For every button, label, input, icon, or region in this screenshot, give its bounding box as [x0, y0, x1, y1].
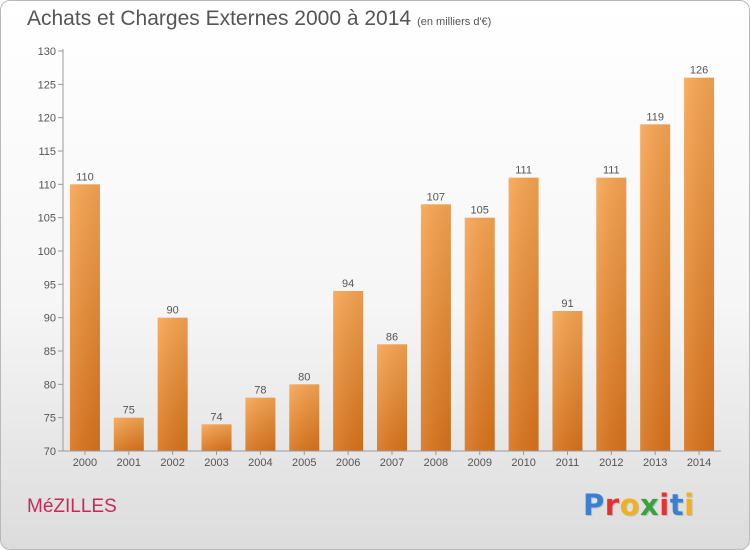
x-tick-label-2008: 2008 — [424, 457, 448, 469]
y-tick-label-115: 115 — [38, 146, 56, 158]
data-label-2012: 111 — [603, 165, 620, 177]
x-tick-label-2009: 2009 — [467, 457, 491, 469]
bar-shade-2002 — [157, 317, 188, 451]
y-tick-label-110: 110 — [38, 179, 56, 191]
x-tick-label-2006: 2006 — [336, 457, 360, 469]
bar-shade-2006 — [333, 291, 364, 451]
data-label-2003: 74 — [210, 411, 222, 423]
data-label-2010: 111 — [515, 165, 532, 177]
bar-shade-2000 — [69, 184, 100, 452]
x-tick-label-2011: 2011 — [556, 457, 580, 469]
proxiti-logo: Proxiti — [583, 488, 695, 522]
x-tick-label-2003: 2003 — [204, 457, 228, 469]
bar-shade-2009 — [464, 217, 495, 451]
y-tick-label-95: 95 — [44, 279, 56, 291]
x-tick-label-2014: 2014 — [687, 457, 711, 469]
axes-group: 70 75 80 85 90 95 100 105 110 115 120 125 130 2000 200… — [38, 46, 721, 469]
y-tick-label-90: 90 — [44, 313, 56, 325]
y-tick-label-100: 100 — [38, 246, 56, 258]
x-tick-label-2013: 2013 — [643, 457, 667, 469]
data-label-2001: 75 — [123, 405, 135, 417]
x-tick-label-2010: 2010 — [511, 457, 535, 469]
chart-subtitle: (en milliers d'€) — [417, 16, 492, 28]
bar-shade-2010 — [508, 177, 539, 451]
x-tick-label-2000: 2000 — [73, 457, 97, 469]
y-tick-label-120: 120 — [38, 113, 56, 125]
bar-shade-2007 — [377, 344, 407, 451]
x-tick-label-2007: 2007 — [380, 457, 404, 469]
bar-shade-2014 — [684, 77, 715, 452]
data-label-2014: 126 — [690, 65, 708, 77]
bar-shade-2005 — [289, 384, 320, 451]
x-tick-label-2012: 2012 — [599, 457, 623, 469]
y-tick-label-70: 70 — [44, 446, 56, 458]
bar-shade-2004 — [245, 397, 276, 451]
bar-shade-2001 — [113, 417, 144, 451]
bar-shade-2012 — [596, 177, 627, 451]
data-label-2004: 78 — [254, 385, 266, 397]
y-tick-label-80: 80 — [44, 379, 56, 391]
bar-shade-2011 — [552, 311, 583, 451]
data-label-2005: 80 — [298, 371, 310, 383]
y-tick-label-105: 105 — [38, 213, 56, 225]
data-label-2000: 110 — [76, 171, 94, 183]
chart-title: Achats et Charges Externes 2000 à 2014 (e… — [27, 7, 491, 31]
chart-title-text: Achats et Charges Externes 2000 à 2014 — [27, 7, 412, 30]
data-label-2008: 107 — [427, 191, 445, 203]
bars-group: 110 75 90 74 78 80 94 86 107 105 111 91 111 119 126 — [69, 65, 715, 452]
x-tick-label-2004: 2004 — [248, 457, 272, 469]
data-label-2013: 119 — [646, 111, 664, 123]
data-label-2006: 94 — [342, 278, 354, 290]
y-tick-label-85: 85 — [44, 346, 56, 358]
x-tick-label-2002: 2002 — [160, 457, 184, 469]
bar-shade-2013 — [640, 124, 671, 451]
data-label-2011: 91 — [561, 298, 573, 310]
x-tick-label-2001: 2001 — [117, 457, 141, 469]
data-label-2002: 90 — [167, 305, 179, 317]
city-name: MéZILLES — [27, 496, 117, 517]
bar-shade-2003 — [201, 424, 232, 451]
data-label-2007: 86 — [386, 331, 398, 343]
x-tick-label-2005: 2005 — [292, 457, 316, 469]
y-tick-label-130: 130 — [38, 46, 56, 58]
y-tick-label-125: 125 — [38, 79, 56, 91]
data-label-2009: 105 — [471, 205, 489, 217]
bar-shade-2008 — [420, 204, 451, 451]
y-tick-label-75: 75 — [44, 413, 56, 425]
